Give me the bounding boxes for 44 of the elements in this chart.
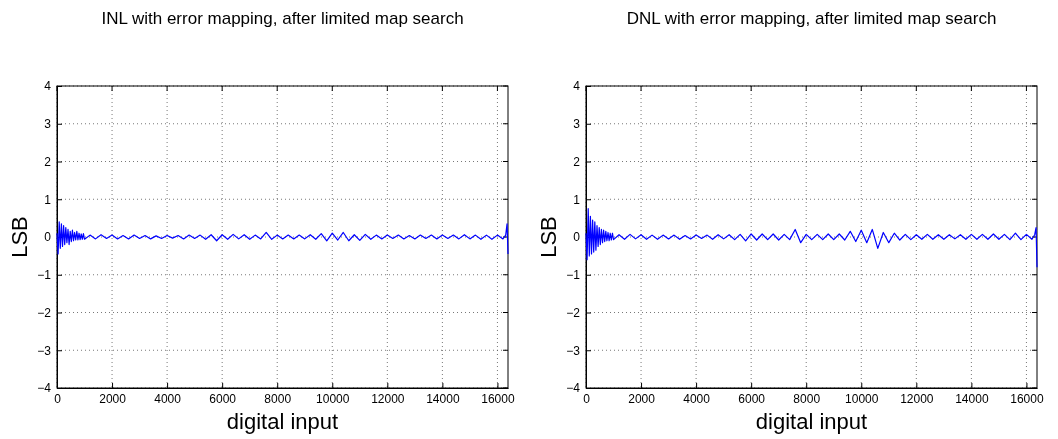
y-tick-label: −2 — [37, 305, 52, 320]
y-tick-label: −3 — [37, 343, 52, 358]
y-tick-label: −4 — [566, 381, 581, 396]
y-tick-label: 4 — [44, 79, 52, 94]
x-tick-label: 16000 — [1010, 391, 1044, 406]
y-tick-label: 1 — [573, 192, 581, 207]
y-tick-label: −1 — [37, 268, 52, 283]
y-tick-label: 2 — [573, 154, 581, 169]
y-tick-label: −1 — [566, 268, 581, 283]
y-tick-label: −4 — [37, 381, 52, 396]
line-series — [56, 221, 509, 255]
x-tick-label: 6000 — [738, 391, 766, 406]
x-tick-label: 2000 — [99, 391, 127, 406]
y-axis-title: LSB — [536, 216, 561, 258]
x-tick-label: 12000 — [371, 391, 405, 406]
chart-title: DNL with error mapping, after limited map search — [626, 9, 997, 28]
x-axis-title: digital input — [755, 409, 868, 434]
x-tick-label: 14000 — [955, 391, 989, 406]
x-tick-label: 6000 — [209, 391, 237, 406]
x-axis-title: digital input — [226, 409, 339, 434]
x-tick-label: 2000 — [628, 391, 656, 406]
y-tick-label: −3 — [566, 343, 581, 358]
y-axis-title: LSB — [7, 216, 32, 258]
line-series — [585, 208, 1038, 268]
x-tick-label: 8000 — [793, 391, 821, 406]
y-tick-label: 0 — [44, 230, 52, 245]
x-tick-label: 4000 — [683, 391, 711, 406]
x-tick-label: 10000 — [845, 391, 879, 406]
x-tick-label: 0 — [583, 391, 591, 406]
y-tick-label: 0 — [573, 230, 581, 245]
x-tick-label: 14000 — [426, 391, 460, 406]
x-tick-label: 0 — [54, 391, 62, 406]
y-tick-label: −2 — [566, 305, 581, 320]
chart-title: INL with error mapping, after limited map search — [101, 9, 464, 28]
y-tick-label: 3 — [573, 117, 581, 132]
y-tick-label: 3 — [44, 117, 52, 132]
x-tick-label: 12000 — [900, 391, 934, 406]
y-tick-label: 1 — [44, 192, 52, 207]
x-tick-label: 4000 — [154, 391, 182, 406]
y-tick-label: 2 — [44, 154, 52, 169]
y-tick-label: 4 — [573, 79, 581, 94]
x-tick-label: 8000 — [264, 391, 292, 406]
x-tick-label: 10000 — [316, 391, 350, 406]
x-tick-label: 16000 — [481, 391, 515, 406]
